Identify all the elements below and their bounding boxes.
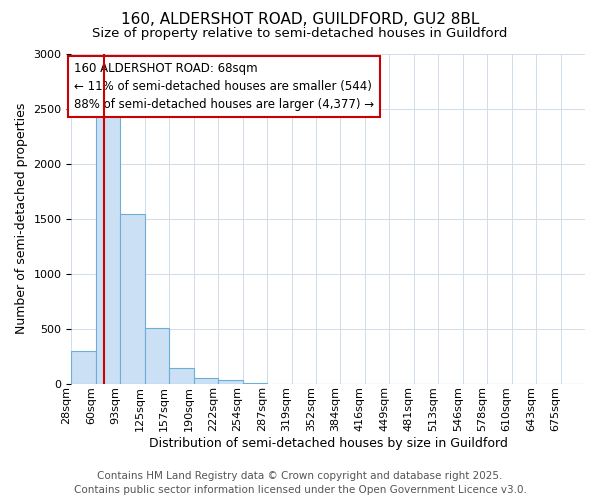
Bar — [145, 328, 169, 384]
Text: Size of property relative to semi-detached houses in Guildford: Size of property relative to semi-detach… — [92, 28, 508, 40]
Bar — [242, 383, 267, 384]
Bar — [71, 350, 96, 384]
Text: 160, ALDERSHOT ROAD, GUILDFORD, GU2 8BL: 160, ALDERSHOT ROAD, GUILDFORD, GU2 8BL — [121, 12, 479, 28]
Y-axis label: Number of semi-detached properties: Number of semi-detached properties — [15, 103, 28, 334]
X-axis label: Distribution of semi-detached houses by size in Guildford: Distribution of semi-detached houses by … — [149, 437, 508, 450]
Text: Contains HM Land Registry data © Crown copyright and database right 2025.
Contai: Contains HM Land Registry data © Crown c… — [74, 471, 526, 495]
Bar — [194, 378, 218, 384]
Bar — [169, 368, 194, 384]
Bar — [96, 114, 121, 384]
Bar — [121, 214, 145, 384]
Text: 160 ALDERSHOT ROAD: 68sqm
← 11% of semi-detached houses are smaller (544)
88% of: 160 ALDERSHOT ROAD: 68sqm ← 11% of semi-… — [74, 62, 374, 110]
Bar — [218, 380, 242, 384]
